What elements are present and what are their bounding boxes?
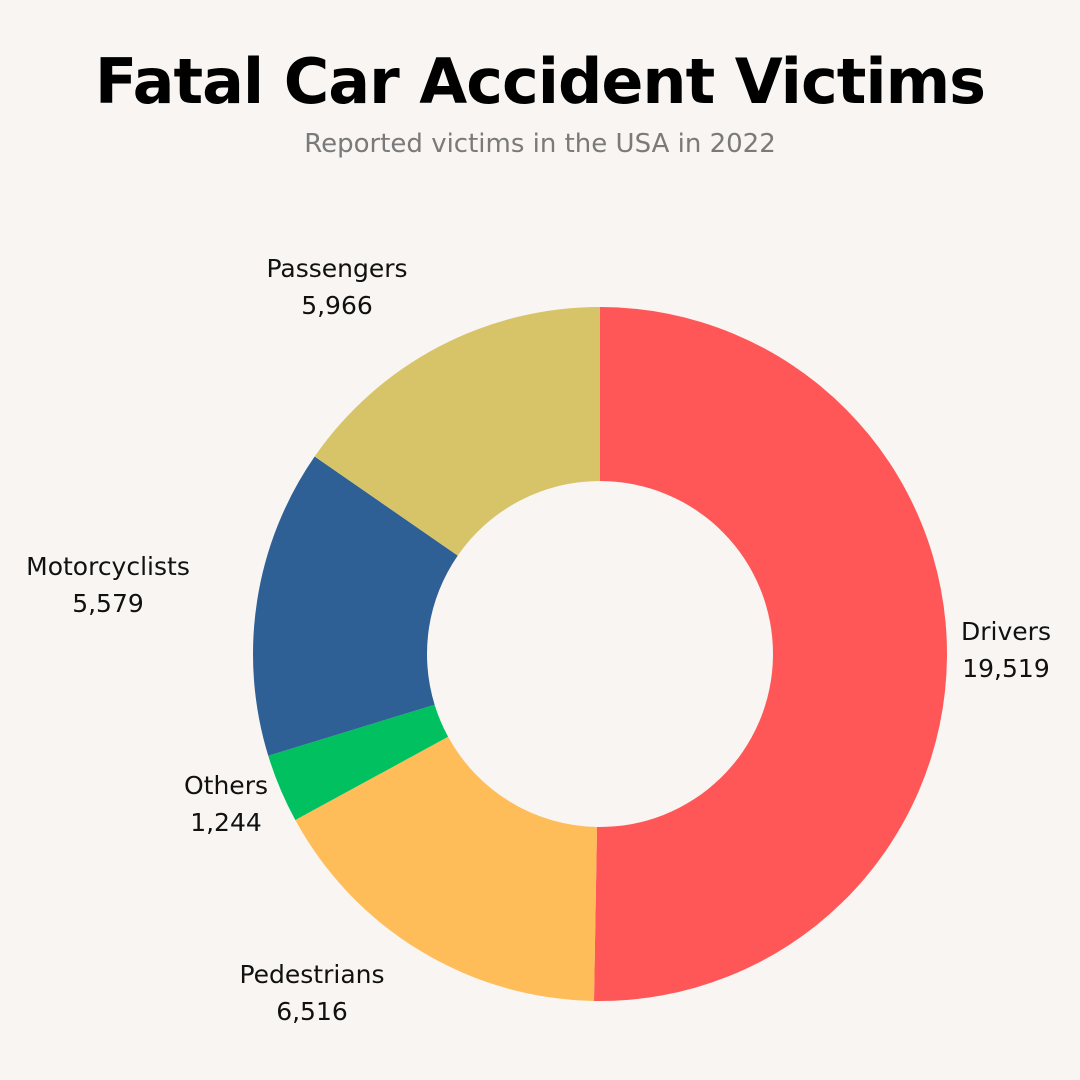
slice-motorcyclists [253, 456, 458, 756]
slice-drivers [593, 307, 948, 1001]
donut-slices [253, 307, 948, 1001]
slice-label-drivers: Drivers [961, 617, 1051, 646]
slice-value-drivers: 19,519 [962, 654, 1049, 683]
slice-pedestrians [295, 736, 598, 1001]
slice-value-pedestrians: 6,516 [276, 997, 348, 1026]
slice-label-passengers: Passengers [266, 254, 407, 283]
chart-subtitle: Reported victims in the USA in 2022 [304, 129, 776, 159]
slice-value-motorcyclists: 5,579 [72, 589, 144, 618]
slice-label-others: Others [184, 771, 268, 800]
slice-label-pedestrians: Pedestrians [239, 960, 384, 989]
slice-label-motorcyclists: Motorcyclists [26, 552, 190, 581]
slice-value-passengers: 5,966 [301, 291, 373, 320]
donut-labels: Drivers 19,519 Pedestrians 6,516 Others 1,244… [26, 254, 1051, 1026]
slice-value-others: 1,244 [190, 808, 262, 837]
chart-title: Fatal Car Accident Victims [94, 45, 986, 118]
slice-passengers [314, 307, 600, 556]
slice-others [268, 704, 449, 821]
